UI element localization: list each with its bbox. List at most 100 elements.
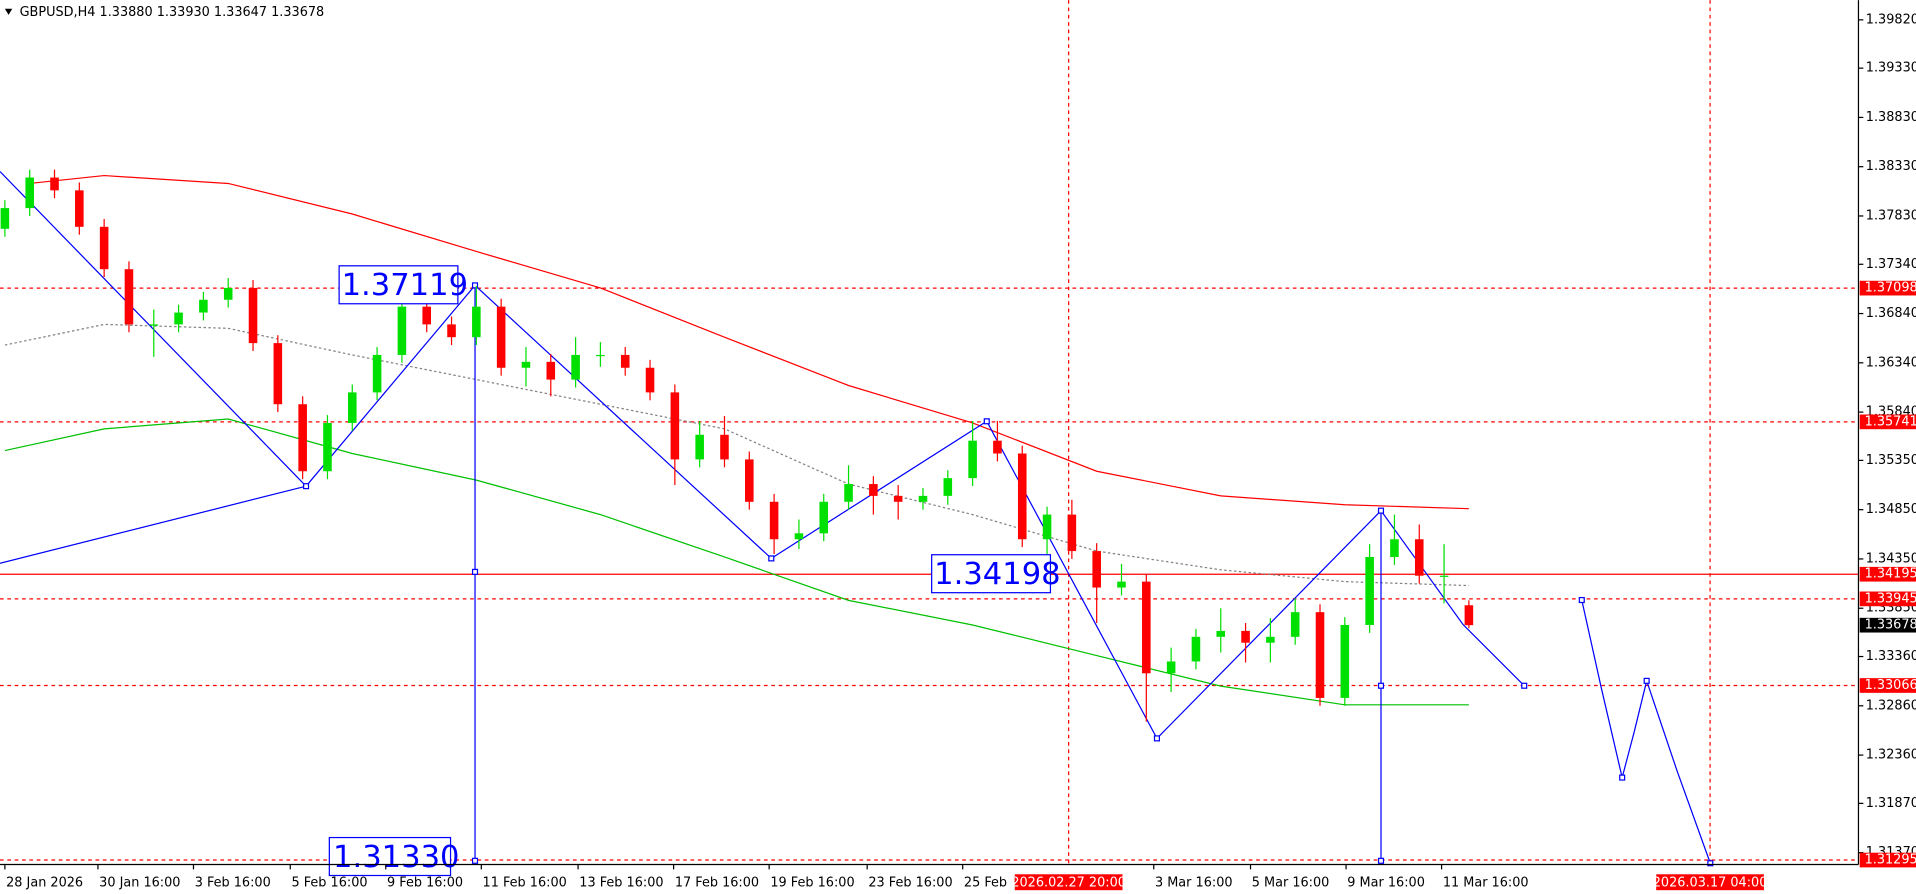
candle-body <box>496 306 506 368</box>
annotation: 1.31330 <box>333 840 460 875</box>
candle-body <box>645 367 655 393</box>
candle-body <box>0 208 10 229</box>
x-tick-label: 19 Feb 16:00 <box>770 875 854 890</box>
trend-line <box>0 485 307 564</box>
anchor <box>1377 857 1385 864</box>
price-label-box <box>1859 678 1916 693</box>
price-label: 1.37098 <box>1865 281 1916 296</box>
candle-body <box>323 422 332 472</box>
candle-body <box>968 440 977 479</box>
zigzag-line <box>0 171 1525 740</box>
time-label: 2026.02.27 20:00 <box>1011 875 1126 890</box>
candle-body <box>670 392 680 460</box>
moving-average <box>29 174 1469 510</box>
candle-body <box>397 306 407 355</box>
candle-body <box>372 354 382 393</box>
candle-body <box>943 478 953 496</box>
candle-body <box>1216 630 1226 637</box>
anchor <box>1707 860 1714 867</box>
annotation-box <box>338 265 459 305</box>
x-tick-label: 30 Jan 16:00 <box>99 875 180 890</box>
x-tick-label: 3 Mar 16:00 <box>1155 875 1233 890</box>
candle-body <box>50 177 59 191</box>
y-tick-label: 1.33360 <box>1866 649 1916 664</box>
candle-body <box>695 434 704 460</box>
x-tick-label: 9 Mar 16:00 <box>1347 875 1425 890</box>
x-tick-label: 9 Feb 16:00 <box>387 875 463 890</box>
candle-body <box>1017 453 1027 540</box>
y-tick-label: 1.37830 <box>1866 208 1916 223</box>
price-label: 1.35741 <box>1865 414 1916 429</box>
candle-body <box>447 324 456 338</box>
candle-body <box>1042 514 1052 540</box>
y-tick-label: 1.34350 <box>1866 551 1916 566</box>
annotation-box <box>328 836 452 877</box>
candle-body <box>1117 581 1126 588</box>
price-label-box <box>1859 280 1916 296</box>
anchor <box>1377 682 1385 689</box>
price-label: 1.33945 <box>1865 591 1916 606</box>
y-tick-label: 1.39820 <box>1866 12 1916 27</box>
price-label: 1.31295 <box>1865 853 1916 868</box>
candle-body <box>199 299 208 313</box>
price-label-box <box>1859 852 1916 868</box>
candle-body <box>1315 612 1325 698</box>
candle-body <box>223 287 233 300</box>
anchor <box>471 857 479 864</box>
price-label-box <box>1859 566 1916 582</box>
chart-title: GBPUSD,H4 1.33880 1.33930 1.33647 1.3367… <box>20 5 325 20</box>
candle-body <box>99 226 109 270</box>
candle-body <box>1390 539 1399 557</box>
y-tick-label: 1.39330 <box>1866 61 1916 76</box>
x-tick-label: 13 Feb 16:00 <box>579 875 663 890</box>
candle-body <box>769 501 779 540</box>
y-tick-label: 1.32860 <box>1866 698 1916 713</box>
candle-body <box>546 361 556 380</box>
annotation: 1.34198 <box>934 557 1061 592</box>
price-label: 1.34195 <box>1865 567 1916 582</box>
candle-body <box>124 269 134 325</box>
candle-body <box>521 361 531 368</box>
candle-body <box>993 440 1002 454</box>
zigzag-drawing <box>0 171 1714 867</box>
time-label-box <box>1656 874 1764 891</box>
candle-body <box>149 324 159 326</box>
x-tick-label: 17 Feb 16:00 <box>675 875 759 890</box>
anchor <box>768 555 775 562</box>
anchor <box>471 282 479 289</box>
anchor <box>1619 774 1626 781</box>
candle-body <box>596 354 605 357</box>
menu-triangle[interactable] <box>4 8 13 15</box>
candle-body <box>75 190 84 227</box>
candle-body <box>25 177 34 209</box>
y-tick-label: 1.32360 <box>1866 748 1916 763</box>
moving-average <box>4 418 1469 706</box>
anchor <box>1377 507 1385 514</box>
x-tick-label: 11 Feb 16:00 <box>483 875 567 890</box>
candle-body <box>1439 575 1449 577</box>
anchor <box>1643 677 1650 684</box>
candle-body <box>745 459 754 502</box>
annotation-box <box>931 554 1052 594</box>
y-tick-label: 1.38830 <box>1866 110 1916 125</box>
x-tick-label: 5 Mar 16:00 <box>1252 875 1330 890</box>
candle-body <box>1191 636 1201 662</box>
anchor <box>1578 596 1585 604</box>
candle-body <box>1241 630 1250 643</box>
anchor <box>1153 735 1161 742</box>
x-tick-label: 11 Mar 16:00 <box>1443 875 1529 890</box>
anchor <box>983 418 990 425</box>
y-tick-label: 1.35350 <box>1866 453 1916 468</box>
candle-body <box>1067 514 1077 552</box>
anchor-points <box>303 282 1714 867</box>
x-tick-label: 5 Feb 16:00 <box>291 875 367 890</box>
annotation: 1.37119 <box>342 268 469 303</box>
candle-body <box>918 495 928 502</box>
candle-body <box>1166 661 1176 674</box>
candle-body <box>571 354 580 380</box>
price-label-box <box>1859 591 1916 607</box>
candle-body <box>819 501 829 534</box>
